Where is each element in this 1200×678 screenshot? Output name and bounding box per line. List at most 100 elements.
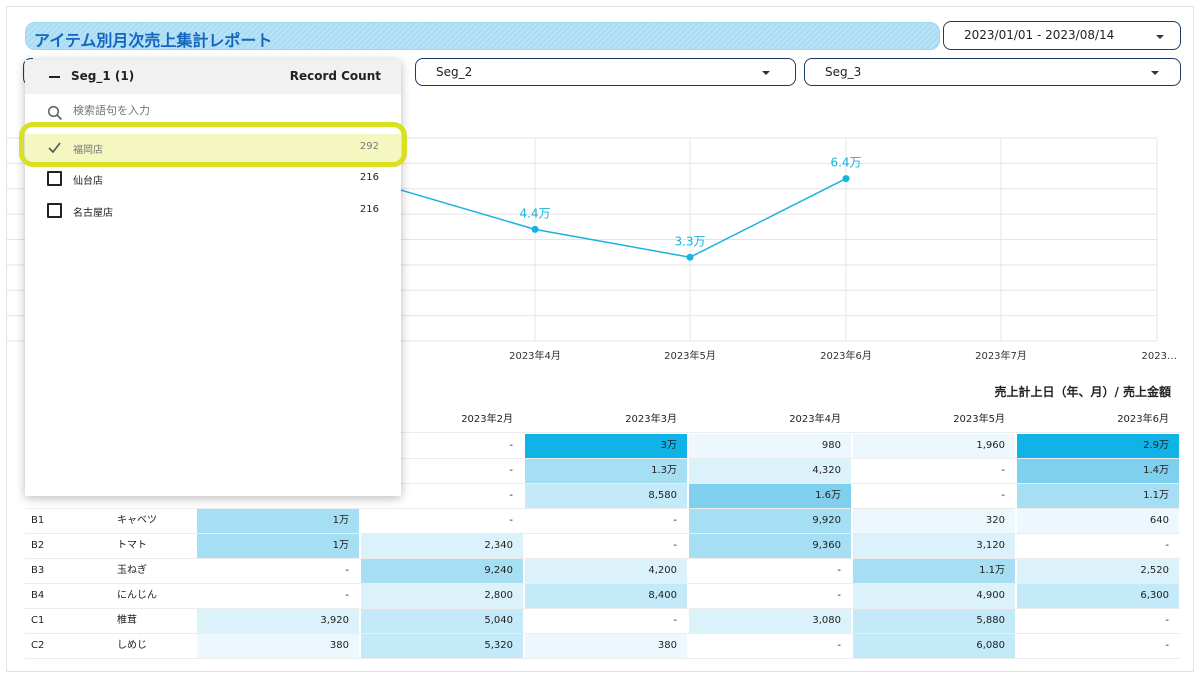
value-cell: 2,800	[361, 584, 523, 608]
data-label: 4.4万	[519, 206, 550, 220]
select-all-toggle-icon[interactable]	[49, 76, 60, 78]
value-cell: 980	[689, 434, 851, 458]
item-name: しめじ	[117, 640, 147, 651]
table-row: C2 しめじ 380 5,320 380 - 6,080 -	[25, 634, 1180, 659]
value-cell: 1.1万	[853, 559, 1015, 583]
value-cell: -	[1001, 465, 1005, 476]
data-point[interactable]	[531, 225, 539, 233]
checkbox[interactable]	[47, 171, 62, 186]
option-count: 292	[359, 141, 379, 152]
series-line	[378, 177, 847, 259]
column-header: 2023年5月	[953, 414, 1005, 425]
value-cell: 1万	[197, 509, 359, 533]
chevron-down-icon	[1156, 35, 1164, 39]
value-cell: -	[509, 515, 513, 526]
value-cell: 9,920	[689, 509, 851, 533]
value-cell: 5,320	[361, 634, 523, 658]
value-cell: -	[1165, 640, 1169, 651]
date-range-picker[interactable]: 2023/01/01 - 2023/08/14	[943, 21, 1181, 50]
value-cell: -	[837, 565, 841, 576]
checkbox-checked[interactable]	[47, 140, 62, 155]
value-cell: 6,300	[1017, 584, 1179, 608]
data-label: 3.3万	[674, 234, 705, 248]
value-cell: -	[1165, 615, 1169, 626]
value-cell: -	[509, 490, 513, 501]
checkbox[interactable]	[47, 203, 62, 218]
column-header: 2023年3月	[625, 414, 677, 425]
report-canvas: アイテム別月次売上集計レポート 2023/01/01 - 2023/08/14 …	[6, 6, 1194, 672]
report-title: アイテム別月次売上集計レポート	[34, 31, 273, 50]
column-header: 2023年6月	[1117, 414, 1169, 425]
value-cell: 3,080	[689, 609, 851, 633]
table-title: 売上計上日（年、月）/ 売上金額	[994, 385, 1171, 399]
item-name: にんじん	[117, 590, 157, 601]
data-point[interactable]	[842, 175, 850, 183]
table-row: B4 にんじん - 2,800 8,400 - 4,900 6,300	[25, 584, 1180, 609]
value-cell: 2,520	[1017, 559, 1179, 583]
value-cell: 3,920	[197, 609, 359, 633]
value-cell: 640	[1017, 509, 1179, 533]
item-name: 椎茸	[117, 615, 137, 626]
value-cell: 9,240	[361, 559, 523, 583]
value-cell: 380	[525, 634, 687, 658]
value-cell: 380	[197, 634, 359, 658]
item-code: B1	[31, 515, 45, 526]
item-code: C1	[31, 615, 45, 626]
value-cell: 1.1万	[1017, 484, 1179, 508]
value-cell: -	[673, 540, 677, 551]
seg3-filter[interactable]: Seg_3	[804, 58, 1181, 86]
value-cell: 4,320	[689, 459, 851, 483]
value-cell: 4,900	[853, 584, 1015, 608]
column-header: 2023年4月	[789, 414, 841, 425]
value-cell: -	[509, 440, 513, 451]
value-cell: 320	[853, 509, 1015, 533]
x-tick-label: 2023年7月	[975, 349, 1027, 362]
seg3-filter-label: Seg_3	[825, 65, 862, 79]
item-name: キャベツ	[117, 515, 157, 526]
x-tick-label: 2023…	[1142, 351, 1177, 362]
option-nagoya[interactable]: 名古屋店 216	[25, 197, 401, 225]
record-count-header[interactable]: Record Count	[289, 69, 381, 83]
table-row: - 1.3万 4,320 - 1.4万	[25, 459, 1180, 484]
value-cell: 1.3万	[525, 459, 687, 483]
seg1-dropdown-panel: Seg_1 (1) Record Count 福岡店 292 仙台店 216 名…	[25, 60, 401, 496]
value-cell: -	[837, 640, 841, 651]
table-row: C1 椎茸 3,920 5,040 - 3,080 5,880 -	[25, 609, 1180, 634]
value-cell: -	[345, 590, 349, 601]
x-tick-label: 2023年6月	[820, 349, 872, 362]
item-code: B3	[31, 565, 45, 576]
data-point[interactable]	[686, 253, 694, 261]
value-cell: 8,580	[525, 484, 687, 508]
chevron-down-icon	[1151, 71, 1159, 75]
table-row: B1 キャベツ 1万 - - 9,920 320 640	[25, 509, 1180, 534]
date-range-text: 2023/01/01 - 2023/08/14	[964, 28, 1115, 42]
column-header: 2023年2月	[461, 414, 513, 425]
value-cell: 1,960	[853, 434, 1015, 458]
value-cell: 1.6万	[689, 484, 851, 508]
value-cell: -	[1001, 490, 1005, 501]
seg2-filter[interactable]: Seg_2	[415, 58, 796, 86]
value-cell: 1万	[197, 534, 359, 558]
search-input[interactable]	[73, 104, 373, 117]
option-count: 216	[359, 204, 379, 215]
check-icon	[48, 142, 61, 154]
item-code: C2	[31, 640, 45, 651]
option-sendai[interactable]: 仙台店 216	[25, 165, 401, 193]
table-row: - 8,580 1.6万 - 1.1万	[25, 484, 1180, 509]
value-cell: 3,120	[853, 534, 1015, 558]
item-name: トマト	[117, 540, 147, 551]
value-cell: -	[673, 515, 677, 526]
table-row: B2 トマト 1万 2,340 - 9,360 3,120 -	[25, 534, 1180, 559]
option-count: 216	[359, 172, 379, 183]
option-fukuoka[interactable]: 福岡店 292	[25, 134, 401, 162]
table-row: B3 玉ねぎ - 9,240 4,200 - 1.1万 2,520	[25, 559, 1180, 584]
value-cell: 9,360	[689, 534, 851, 558]
value-cell: 5,040	[361, 609, 523, 633]
table-header-row: 2023年2月 2023年3月 2023年4月 2023年5月 2023年6月	[25, 408, 1180, 433]
dropdown-title: Seg_1 (1)	[71, 69, 135, 83]
item-code: B2	[31, 540, 45, 551]
option-label: 福岡店	[73, 145, 103, 156]
x-tick-label: 2023年5月	[664, 349, 716, 362]
value-cell: 5,880	[853, 609, 1015, 633]
value-cell: 8,400	[525, 584, 687, 608]
